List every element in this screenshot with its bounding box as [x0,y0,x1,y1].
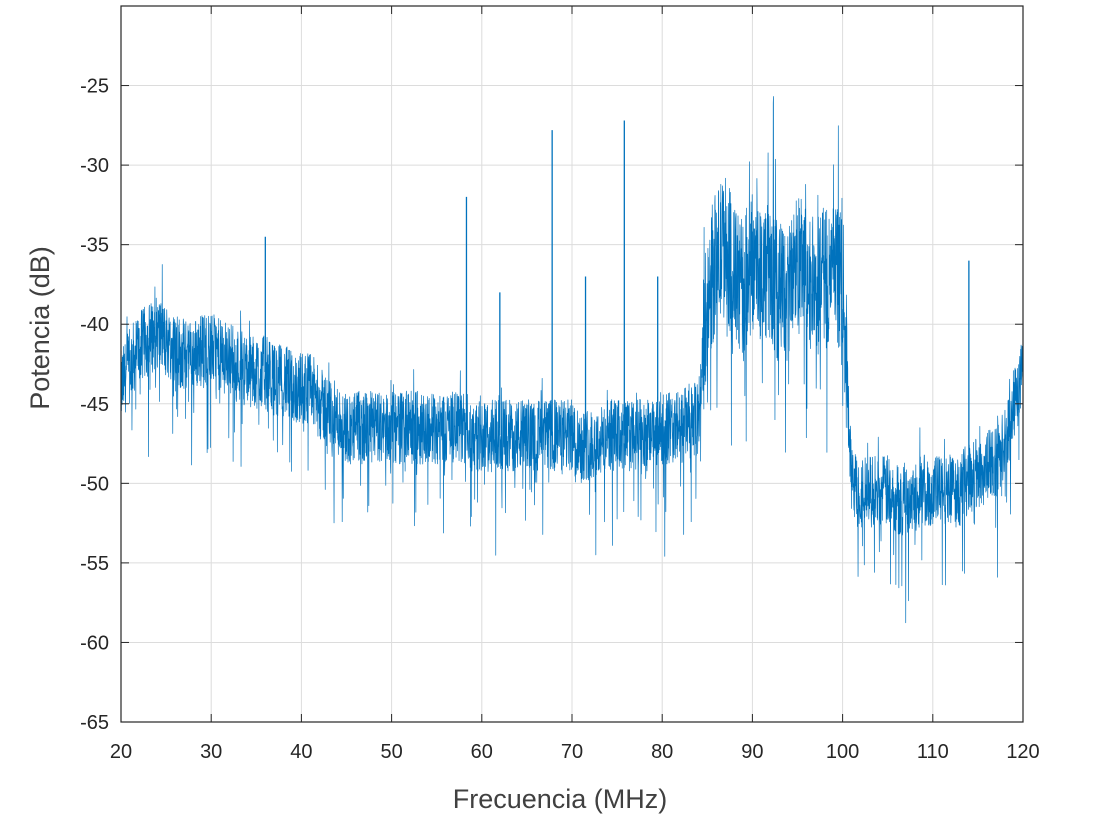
y-tick-label: -25 [80,76,109,98]
y-tick-label: -55 [80,553,109,575]
grid-lines [121,6,1023,722]
x-tick-label: 80 [651,741,673,763]
y-tick-labels: -25 -30 -35 -40 -45 -50 -55 -60 -65 [80,76,109,734]
y-tick-label: -30 [80,155,109,177]
x-tick-label: 70 [561,741,583,763]
spectrum-trace [120,96,1024,624]
x-tick-label: 30 [200,741,222,763]
x-tick-label: 20 [110,741,132,763]
axis-ticks [120,6,1024,723]
y-axis-label: Potencia (dB) [25,246,55,410]
y-tick-label: -65 [80,712,109,734]
x-tick-label: 60 [471,741,493,763]
x-tick-labels: 20 30 40 50 60 70 80 90 100 110 120 [110,741,1040,763]
x-tick-label: 40 [290,741,312,763]
y-tick-label: -40 [80,314,109,336]
y-tick-label: -45 [80,394,109,416]
y-tick-label: -60 [80,632,109,654]
x-tick-label: 100 [826,741,859,763]
series-power-spectrum [120,96,1024,624]
y-tick-label: -50 [80,473,109,495]
x-axis-label: Frecuencia (MHz) [453,784,668,814]
x-tick-label: 50 [380,741,402,763]
x-tick-label: 110 [917,741,949,763]
x-tick-label: 90 [741,741,763,763]
x-tick-label: 120 [1006,741,1039,763]
y-tick-label: -35 [80,235,109,257]
